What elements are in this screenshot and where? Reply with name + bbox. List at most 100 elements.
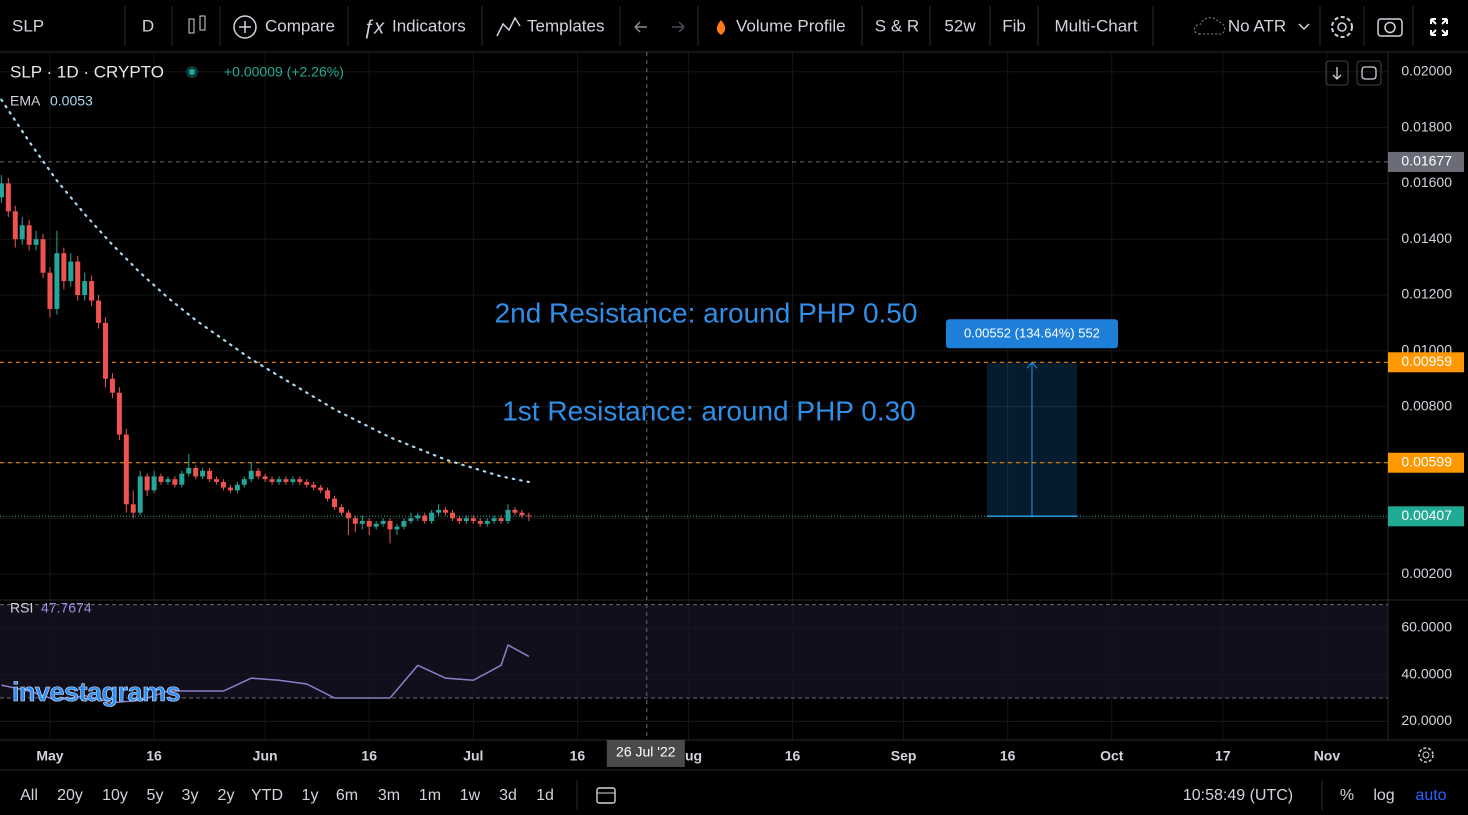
y-tick-label: 40.0000	[1401, 665, 1452, 681]
atr[interactable]: No ATR	[1228, 16, 1286, 35]
settings-button[interactable]	[1331, 16, 1353, 38]
undo[interactable]	[634, 21, 647, 33]
y-tick-label: 20.0000	[1401, 712, 1452, 728]
candle-body	[443, 509, 449, 513]
volume-profile[interactable]: Volume Profile	[736, 16, 846, 35]
candle-body	[179, 473, 185, 485]
candle-body	[241, 479, 247, 485]
x-tick-label: 16	[146, 748, 162, 764]
scroll-button[interactable]	[1325, 60, 1349, 86]
date-range-button[interactable]	[596, 787, 616, 804]
candle-body	[345, 512, 351, 519]
templates[interactable]: Templates	[527, 16, 604, 35]
candle-body	[61, 253, 67, 282]
chart: May 16 Jun 16 Jul 16 Aug 16 Sep 16 Oct 17 Nov0.02000…	[0, 52, 1468, 767]
candle-body	[186, 468, 192, 474]
snapshot-button[interactable]	[1377, 18, 1403, 37]
candle-body	[283, 479, 289, 482]
crosshair-label-bg	[606, 740, 685, 767]
x-tick-label: Sep	[891, 748, 917, 764]
range-button[interactable]: All	[20, 787, 38, 804]
candle-body	[158, 476, 164, 482]
range-button[interactable]: 3y	[182, 787, 199, 804]
reset-icon	[1361, 66, 1377, 80]
symbol[interactable]: SLP	[12, 16, 44, 35]
candle-body	[214, 479, 220, 482]
candle-body	[220, 481, 226, 488]
candle-body	[394, 526, 400, 530]
range-button[interactable]: 20y	[57, 787, 83, 804]
candle-body	[408, 518, 414, 522]
candle-body	[359, 521, 365, 524]
auto-toggle[interactable]: auto	[1415, 787, 1446, 804]
range-button[interactable]: 3m	[378, 787, 400, 804]
legend-change: +0.00009 (+2.26%)	[224, 64, 344, 80]
candle-body	[484, 521, 490, 524]
ema-value: 0.0053	[50, 93, 93, 109]
fib[interactable]: Fib	[1002, 16, 1026, 35]
candle-body	[151, 476, 157, 491]
range-button[interactable]: 2y	[218, 787, 235, 804]
price-label: 0.00599	[1401, 453, 1452, 469]
range-button[interactable]: YTD	[251, 787, 283, 804]
range-button[interactable]: 1y	[302, 787, 319, 804]
range-button[interactable]: 10y	[102, 787, 128, 804]
templates-icon[interactable]	[496, 16, 521, 37]
indicators[interactable]: Indicators	[392, 16, 466, 35]
candle-body	[5, 183, 11, 212]
atr-dropdown[interactable]	[1298, 23, 1310, 31]
candle-body	[401, 521, 407, 527]
crosshair-label: 26 Jul '22	[616, 744, 676, 760]
candle-body	[380, 521, 386, 524]
price-label-bg	[1388, 452, 1464, 473]
compare[interactable]: Compare	[265, 16, 335, 35]
price-label: 0.00407	[1401, 507, 1452, 523]
price-label: 0.00959	[1401, 353, 1452, 369]
x-tick-label: 16	[785, 748, 801, 764]
price-label-bg	[1388, 151, 1464, 172]
y-tick-label: 0.01600	[1401, 174, 1452, 190]
reset-button[interactable]	[1356, 60, 1382, 86]
compare-icon[interactable]	[233, 15, 257, 39]
measure-label-bg	[945, 319, 1118, 349]
gear[interactable]	[1418, 747, 1434, 763]
range-button[interactable]: 1m	[419, 787, 441, 804]
candle-body	[116, 392, 122, 435]
candle-body	[82, 281, 88, 296]
s-and-r[interactable]: S & R	[875, 16, 919, 35]
indicators-icon[interactable]: ƒx	[363, 16, 385, 38]
candle-body	[0, 183, 4, 198]
annotation: 1st Resistance: around PHP 0.30	[502, 395, 916, 426]
range-button[interactable]: 3d	[499, 787, 517, 804]
range-button[interactable]: 1w	[460, 787, 481, 804]
interval[interactable]: D	[142, 16, 154, 35]
log-toggle[interactable]: log	[1373, 787, 1394, 804]
52w[interactable]: 52w	[944, 16, 976, 35]
candle-body	[429, 512, 435, 522]
price-axis-buttons	[1325, 60, 1382, 86]
candle-body	[193, 468, 199, 477]
candle-body	[491, 518, 497, 522]
panes	[0, 605, 1388, 698]
multi-chart[interactable]: Multi-Chart	[1054, 16, 1137, 35]
candle-body	[519, 512, 525, 516]
candle-body	[311, 484, 317, 488]
range-button[interactable]: 6m	[336, 787, 358, 804]
range-button[interactable]: 5y	[147, 787, 164, 804]
percent-toggle[interactable]: %	[1340, 787, 1354, 804]
bar-style-icon[interactable]	[188, 15, 206, 34]
legend: SLP · 1D · CRYPTO +0.00009 (+2.26%) EMA …	[10, 62, 344, 615]
x-tick-label: 16	[1000, 748, 1016, 764]
y-tick-label: 0.00800	[1401, 397, 1452, 413]
candle-body	[415, 515, 421, 519]
x-tick-label: May	[36, 748, 63, 764]
candle-body	[109, 378, 115, 393]
measure-arrowhead	[1026, 361, 1038, 369]
rsi-band	[0, 605, 1388, 698]
range-button[interactable]: 1d	[536, 787, 554, 804]
x-tick-label: Oct	[1100, 748, 1124, 764]
fullscreen-button[interactable]	[1430, 18, 1448, 36]
redo[interactable]	[672, 21, 685, 33]
x-tick-label: 16	[361, 748, 377, 764]
